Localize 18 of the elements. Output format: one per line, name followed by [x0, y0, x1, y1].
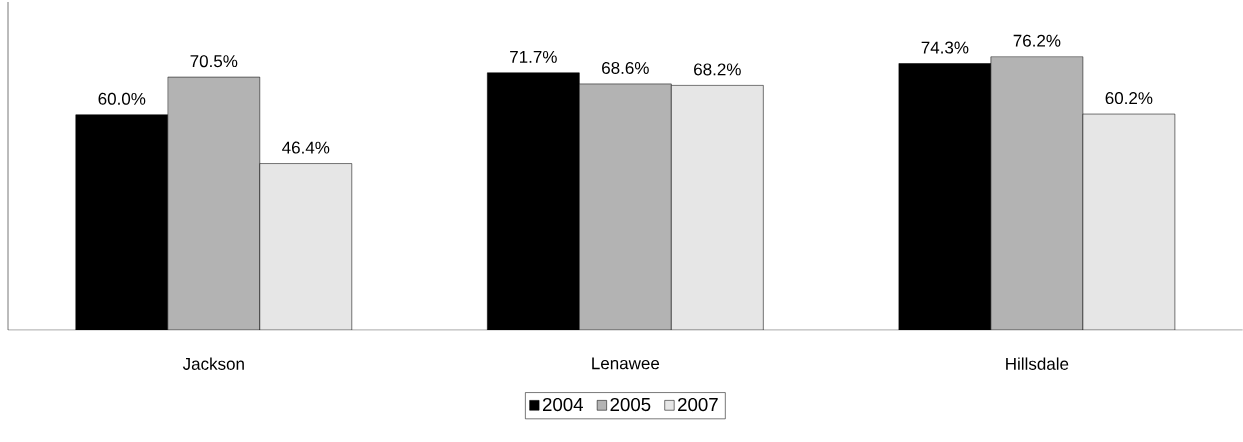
data-label: 70.5%: [190, 55, 238, 68]
bar: [1082, 113, 1176, 330]
x-tick-label: Lenawee: [592, 357, 660, 370]
bar: [259, 163, 352, 330]
x-tick-label: Hillsdale: [1006, 357, 1069, 370]
data-label: 71.7%: [510, 50, 557, 63]
bar: [671, 85, 764, 330]
data-label: 46.4%: [282, 141, 330, 154]
data-label: 68.6%: [602, 61, 649, 74]
data-label: 60.0%: [98, 92, 146, 105]
legend-label: 2005: [610, 397, 651, 412]
data-label: 76.2%: [1013, 34, 1061, 47]
data-label: 74.3%: [921, 41, 969, 54]
legend-label: 2004: [542, 397, 583, 412]
data-label: 60.2%: [1105, 92, 1153, 105]
legend-label: 2007: [678, 397, 718, 412]
x-tick-label: Jackson: [182, 357, 244, 370]
data-label: 68.2%: [694, 63, 741, 76]
